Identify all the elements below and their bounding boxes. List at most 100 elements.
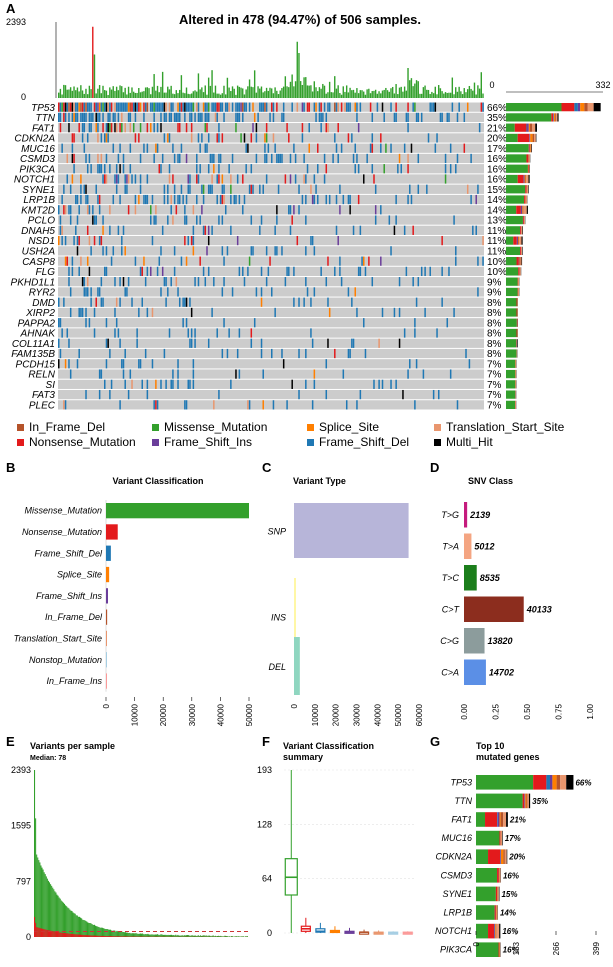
oncoplot-cell <box>238 328 241 338</box>
oncoplot-cell <box>262 400 264 410</box>
legend-label: Frame_Shift_Ins <box>164 435 252 449</box>
oncoplot-row <box>58 235 484 246</box>
oncoplot-cell <box>163 112 166 123</box>
e-sample-bar-nonsense <box>48 930 51 937</box>
c-bar <box>294 578 296 655</box>
oncoplot-cell <box>207 133 210 143</box>
gene-percent: 66% <box>487 103 507 114</box>
panel-e-subtitle: Median: 78 <box>30 755 66 762</box>
gene-count-segment <box>526 174 529 184</box>
oncoplot-cell <box>163 184 166 194</box>
tmb-bar <box>223 85 225 98</box>
oncoplot-cell <box>363 256 365 266</box>
oncoplot-cell <box>286 123 288 133</box>
gene-count-segment <box>577 103 581 112</box>
oncoplot-cell <box>196 164 198 174</box>
tmb-bar <box>129 92 131 98</box>
oncoplot-cell <box>167 287 169 297</box>
oncoplot-row <box>58 215 484 225</box>
oncoplot-cell <box>185 123 188 133</box>
tmb-bar <box>415 80 418 98</box>
oncoplot-cell <box>163 102 166 112</box>
oncoplot-cell <box>218 174 220 184</box>
e-sample-bar <box>62 902 64 937</box>
e-sample-bar <box>84 920 86 937</box>
oncoplot-cell <box>58 297 60 307</box>
oncoplot-cell <box>182 194 184 205</box>
g-segment <box>495 923 497 939</box>
gene-label: NOTCH1 <box>14 175 55 186</box>
oncoplot-cell <box>173 153 176 164</box>
oncoplot-cell <box>122 277 125 287</box>
oncoplot-cell <box>155 102 157 112</box>
oncoplot-cell <box>86 256 89 266</box>
oncoplot-cell <box>92 215 94 225</box>
gene-count-segment <box>516 236 518 245</box>
oncoplot-cell <box>213 164 215 174</box>
oncoplot-cell <box>153 153 155 164</box>
oncoplot-cell <box>146 123 149 133</box>
e-sample-bar-nonsense <box>58 932 60 937</box>
gene-count-segment <box>520 257 522 266</box>
tmb-bar <box>301 84 304 98</box>
gene-percent: 7% <box>487 359 502 370</box>
f-box <box>315 928 326 933</box>
oncoplot-cell <box>334 266 336 277</box>
oncoplot-cell <box>119 143 121 153</box>
oncoplot-cell <box>213 153 215 164</box>
oncoplot-cell <box>456 112 459 123</box>
tmb-bar <box>368 88 370 98</box>
oncoplot-cell <box>303 102 305 112</box>
g-segment <box>503 849 505 864</box>
gene-label: FAM135B <box>11 349 55 360</box>
panel-d-letter: D <box>430 460 439 475</box>
e-sample-bar <box>182 935 184 937</box>
oncoplot-cell <box>276 246 278 256</box>
e-sample-bar <box>194 935 196 937</box>
gene-count-segment <box>506 369 516 379</box>
oncoplot-cell <box>398 277 401 287</box>
oncoplot-cell <box>395 379 397 389</box>
oncoplot-cell <box>204 143 207 153</box>
oncoplot-cell <box>88 112 91 123</box>
oncoplot-cell <box>173 112 176 123</box>
oncoplot-cell <box>138 102 140 112</box>
oncoplot-cell <box>68 266 70 277</box>
e-sample-bar <box>92 924 94 937</box>
g-gene-label: CSMD3 <box>440 870 472 880</box>
oncoplot-cell <box>64 102 67 112</box>
e-sample-bar-nonsense <box>100 935 102 937</box>
oncoplot-cell <box>114 307 116 318</box>
tmb-bar <box>75 90 77 98</box>
oncoplot-cell <box>250 338 253 348</box>
oncoplot-cell <box>86 194 89 205</box>
e-sample-bar <box>198 935 200 937</box>
oncoplot-cell <box>364 348 367 359</box>
oncoplot-cell <box>247 266 249 277</box>
tmb-bar <box>192 91 195 98</box>
g-segment <box>497 886 498 902</box>
e-sample-bar <box>104 928 106 937</box>
tmb-bar <box>386 90 389 98</box>
oncoplot-cell <box>173 194 176 205</box>
gene-count-segment <box>519 236 522 245</box>
oncoplot-cell <box>138 194 140 205</box>
legend-swatch <box>152 439 159 446</box>
oncoplot-cell <box>448 112 450 123</box>
oncoplot-cell <box>189 112 191 123</box>
oncoplot-cell <box>83 287 86 297</box>
tmb-bar <box>461 94 464 98</box>
oncoplot-cell <box>153 400 155 410</box>
g-segment <box>499 868 500 883</box>
gene-count-segment <box>506 185 526 194</box>
oncoplot-cell <box>189 184 191 194</box>
e-sample-bar <box>58 897 60 937</box>
tmb-bar <box>92 26 94 98</box>
oncoplot-cell <box>204 225 207 235</box>
oncoplot-cell <box>59 215 62 225</box>
oncoplot-cell <box>356 400 358 410</box>
oncoplot-cell <box>131 379 133 389</box>
gene-percent: 7% <box>487 380 502 391</box>
tmb-bar <box>214 85 217 98</box>
oncoplot-cell <box>335 143 338 153</box>
